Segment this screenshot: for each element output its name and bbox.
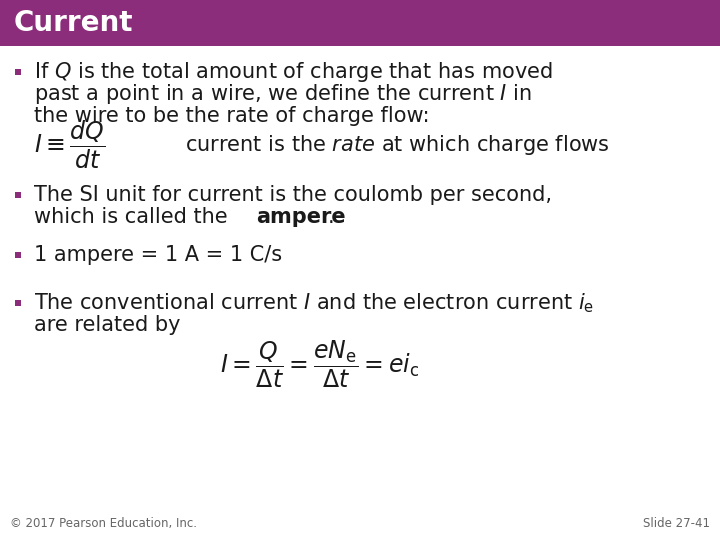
Text: Slide 27-41: Slide 27-41 <box>643 517 710 530</box>
Text: are related by: are related by <box>34 315 181 335</box>
Text: current is the $\it{rate}$ at which charge flows: current is the $\it{rate}$ at which char… <box>185 133 610 157</box>
Bar <box>0 0 720 46</box>
Text: Current: Current <box>14 9 133 37</box>
Text: past a point in a wire, we define the current $I$ in: past a point in a wire, we define the cu… <box>34 82 532 106</box>
Text: $I \equiv \dfrac{dQ}{dt}$: $I \equiv \dfrac{dQ}{dt}$ <box>34 118 106 171</box>
Text: If $Q$ is the total amount of charge that has moved: If $Q$ is the total amount of charge tha… <box>34 60 553 84</box>
Text: the wire to be the rate of charge flow:: the wire to be the rate of charge flow: <box>34 106 430 126</box>
Text: ampere: ampere <box>256 207 346 227</box>
Text: The SI unit for current is the coulomb per second,: The SI unit for current is the coulomb p… <box>34 185 552 205</box>
Text: 1 ampere = 1 A = 1 C/s: 1 ampere = 1 A = 1 C/s <box>34 245 282 265</box>
Text: which is called the: which is called the <box>34 207 234 227</box>
Text: $I = \dfrac{Q}{\Delta t} = \dfrac{eN_\mathrm{e}}{\Delta t} = ei_\mathrm{c}$: $I = \dfrac{Q}{\Delta t} = \dfrac{eN_\ma… <box>220 339 420 390</box>
Text: .: . <box>328 207 335 227</box>
Text: © 2017 Pearson Education, Inc.: © 2017 Pearson Education, Inc. <box>10 517 197 530</box>
Text: The conventional current $I$ and the electron current $i_\mathrm{e}$: The conventional current $I$ and the ele… <box>34 291 594 315</box>
